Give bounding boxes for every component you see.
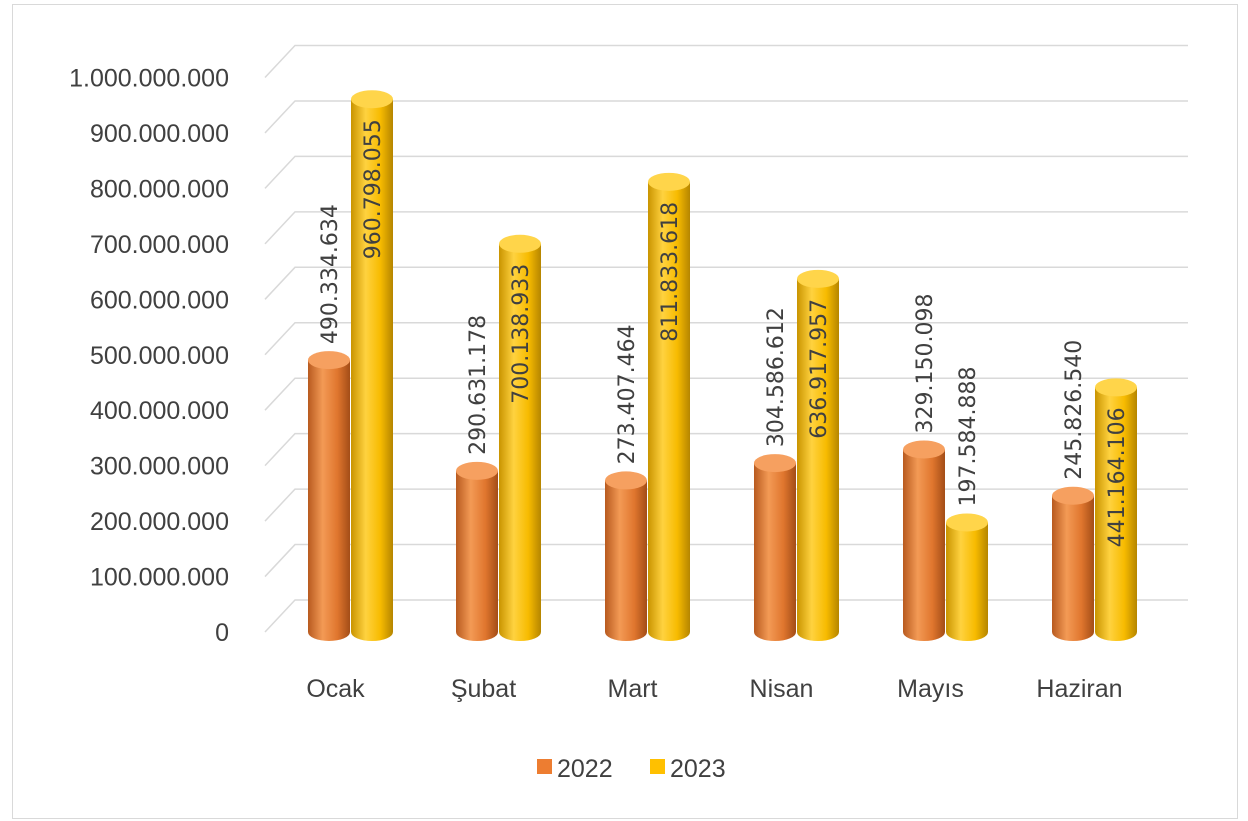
bar-2023-Şubat [499,234,541,642]
data-label: 273.407.464 [615,324,640,464]
data-label: 290.631.178 [466,315,491,455]
y-tick-label: 0 [215,619,229,647]
legend-swatch [650,759,665,774]
gridline [264,44,1188,79]
data-label: 329.150.098 [913,294,938,434]
bar-2022-Ocak [308,351,350,641]
gridline [264,155,1188,189]
data-label: 304.586.612 [764,307,789,447]
y-tick-label: 800.000.000 [90,175,229,203]
data-labels: 490.334.634 960.798.055 290.631.178 700.138… [318,119,1130,547]
data-label: 490.334.634 [318,204,343,344]
data-label: 245.826.540 [1062,340,1087,480]
bars [308,90,1137,642]
x-category-label: Nisan [750,675,814,703]
bar-2023-Haziran [1095,378,1137,641]
bar-2022-Şubat [456,461,498,641]
bar-2023-Ocak [351,90,393,641]
gridline [264,488,1188,522]
y-tick-label: 600.000.000 [90,286,229,314]
y-tick-label: 200.000.000 [90,508,229,536]
data-label: 960.798.055 [361,119,386,259]
gridline [264,100,1188,134]
gridline [264,377,1188,411]
x-axis-categories: Ocak Şubat Mart Nisan Mayıs Haziran [306,675,1122,703]
y-tick-label: 700.000.000 [90,231,229,259]
gridline [264,432,1188,467]
bar-2022-Haziran [1052,486,1094,641]
legend-item-2023: 2023 [650,755,726,783]
bar-2022-Mayıs [903,440,945,641]
data-label: 441.164.106 [1105,407,1130,547]
gridline [264,322,1188,356]
x-category-label: Haziran [1036,675,1122,703]
y-tick-label: 1.000.000.000 [69,65,229,93]
gridlines [264,44,1188,633]
data-label: 811.833.618 [658,202,683,342]
data-label: 636.917.957 [807,299,832,439]
bar-2022-Nisan [754,454,796,641]
bar-2023-Mart [648,172,690,641]
y-axis-ticks: 0 100.000.000 200.000.000 300.000.000 400.00… [69,65,229,648]
bar-2023-Mayıs [946,513,988,641]
y-tick-label: 100.000.000 [90,564,229,592]
x-category-label: Ocak [306,675,365,703]
gridline [264,266,1188,300]
x-category-label: Mayıs [897,675,964,703]
legend-swatch [537,759,552,774]
y-tick-label: 400.000.000 [90,397,229,425]
gridline [264,599,1188,633]
gridline [264,211,1188,245]
y-tick-label: 500.000.000 [90,342,229,370]
y-tick-label: 300.000.000 [90,453,229,481]
x-category-label: Şubat [451,675,516,703]
legend: 2022 2023 [537,755,726,783]
data-label: 197.584.888 [956,366,981,506]
bar-2022-Mart [605,471,647,641]
legend-item-2022: 2022 [537,755,613,783]
chart-frame [12,4,1238,819]
bar-2023-Nisan [797,269,839,641]
gridline [264,543,1188,578]
legend-label: 2023 [670,755,726,783]
x-category-label: Mart [608,675,658,703]
data-label: 700.138.933 [509,264,534,404]
legend-label: 2022 [557,755,613,783]
y-tick-label: 900.000.000 [90,120,229,148]
